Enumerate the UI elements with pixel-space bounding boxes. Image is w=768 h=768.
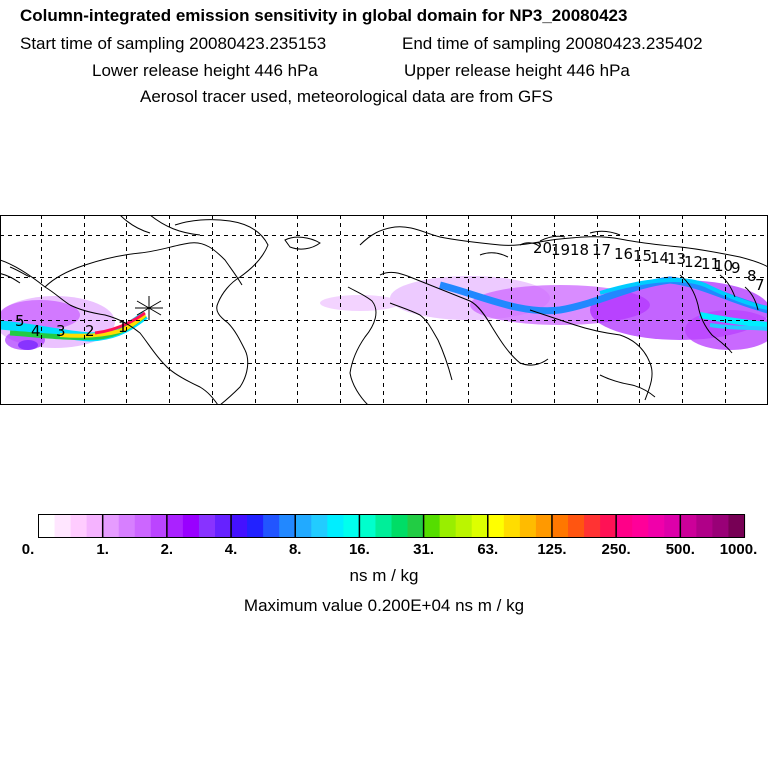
day-label-8: 8 xyxy=(747,267,757,285)
color-legend: 0. 1. 2. 4. 8. 16. 31. 63. 125. 250. 500. 1000. xyxy=(22,514,758,558)
legend-swatch xyxy=(102,514,120,538)
day-label-5: 5 xyxy=(15,312,25,330)
legend-swatch xyxy=(407,514,425,538)
day-label-16: 16 xyxy=(614,245,633,263)
legend-swatch xyxy=(600,514,617,538)
plume-west xyxy=(0,296,148,350)
legend-swatch xyxy=(487,514,505,538)
start-time-label: Start time of sampling 20080423.235153 xyxy=(20,34,327,53)
legend-swatch xyxy=(551,514,569,538)
day-label-18: 18 xyxy=(570,241,589,259)
day-label-15: 15 xyxy=(633,247,652,265)
legend-swatch xyxy=(664,514,681,538)
legend-swatch xyxy=(632,514,649,538)
release-point-star xyxy=(135,296,163,320)
legend-swatch xyxy=(343,514,361,538)
legend-swatch xyxy=(696,514,714,538)
legend-swatch xyxy=(423,514,441,538)
legend-swatch xyxy=(54,514,72,538)
legend-swatch xyxy=(584,514,601,538)
day-label-1: 1 xyxy=(118,318,128,336)
world-map: 5 4 3 2 1 20 19 18 17 16 15 14 13 12 11 … xyxy=(0,215,768,405)
legend-swatch xyxy=(535,514,553,538)
legend-swatch xyxy=(118,514,136,538)
legend-swatch xyxy=(311,514,328,538)
legend-tick-label: 1000. xyxy=(720,541,758,558)
legend-swatch xyxy=(728,514,746,538)
day-label-20: 20 xyxy=(533,239,552,257)
plot-title: Column-integrated emission sensitivity i… xyxy=(20,6,628,25)
day-label-17: 17 xyxy=(592,241,611,259)
graticule xyxy=(0,215,768,405)
legend-swatch xyxy=(247,514,264,538)
plume-east xyxy=(320,276,768,350)
legend-swatch xyxy=(166,514,184,538)
day-label-10: 10 xyxy=(714,257,733,275)
legend-swatch xyxy=(359,514,377,538)
legend-frame xyxy=(38,514,745,538)
legend-swatch xyxy=(648,514,665,538)
legend-swatch xyxy=(455,514,473,538)
lower-release-height-label: Lower release height 446 hPa xyxy=(92,61,318,80)
legend-tick-label: 250. xyxy=(602,541,631,558)
legend-swatch xyxy=(279,514,296,538)
coastlines xyxy=(0,215,768,405)
day-label-13: 13 xyxy=(667,250,686,268)
legend-swatch xyxy=(568,514,585,538)
legend-swatch xyxy=(38,514,56,538)
end-time-label: End time of sampling 20080423.235402 xyxy=(402,34,703,53)
legend-tick-label: 125. xyxy=(537,541,566,558)
legend-swatch xyxy=(231,514,248,538)
maximum-value-label: Maximum value 0.200E+04 ns m / kg xyxy=(243,596,525,615)
legend-swatch xyxy=(215,514,232,538)
legend-swatch xyxy=(198,514,216,538)
day-label-14: 14 xyxy=(650,249,669,267)
legend-swatch xyxy=(712,514,730,538)
tracer-info-label: Aerosol tracer used, meteorological data… xyxy=(140,87,553,106)
legend-swatch xyxy=(150,514,168,538)
legend-swatch xyxy=(471,514,489,538)
legend-tick-label: 1. xyxy=(96,541,109,558)
legend-swatch xyxy=(263,514,280,538)
day-label-19: 19 xyxy=(551,241,570,259)
legend-swatch xyxy=(503,514,521,538)
legend-tick-label: 4. xyxy=(225,541,238,558)
legend-tick-label: 63. xyxy=(477,541,498,558)
legend-tick-label: 500. xyxy=(666,541,695,558)
legend-swatch xyxy=(439,514,457,538)
legend-swatch xyxy=(70,514,88,538)
legend-units: ns m / kg xyxy=(349,566,419,585)
legend-swatch xyxy=(391,514,409,538)
legend-tick-label: 0. xyxy=(22,541,35,558)
legend-tick-label: 2. xyxy=(161,541,174,558)
day-label-12: 12 xyxy=(684,253,703,271)
legend-swatch xyxy=(680,514,697,538)
legend-swatch xyxy=(519,514,537,538)
day-label-7: 7 xyxy=(755,276,765,294)
legend-swatch xyxy=(86,514,104,538)
legend-tick-label: 16. xyxy=(349,541,370,558)
legend-swatch xyxy=(295,514,312,538)
legend-swatch xyxy=(327,514,344,538)
day-label-9: 9 xyxy=(731,259,741,277)
legend-swatch xyxy=(375,514,393,538)
day-label-11: 11 xyxy=(701,255,720,273)
day-label-2: 2 xyxy=(85,322,95,340)
legend-swatch xyxy=(134,514,152,538)
legend-swatch xyxy=(616,514,633,538)
day-label-3: 3 xyxy=(56,322,66,340)
legend-swatch xyxy=(182,514,200,538)
upper-release-height-label: Upper release height 446 hPa xyxy=(404,61,630,80)
day-label-4: 4 xyxy=(31,322,41,340)
legend-tick-label: 31. xyxy=(413,541,434,558)
legend-tick-label: 8. xyxy=(289,541,302,558)
